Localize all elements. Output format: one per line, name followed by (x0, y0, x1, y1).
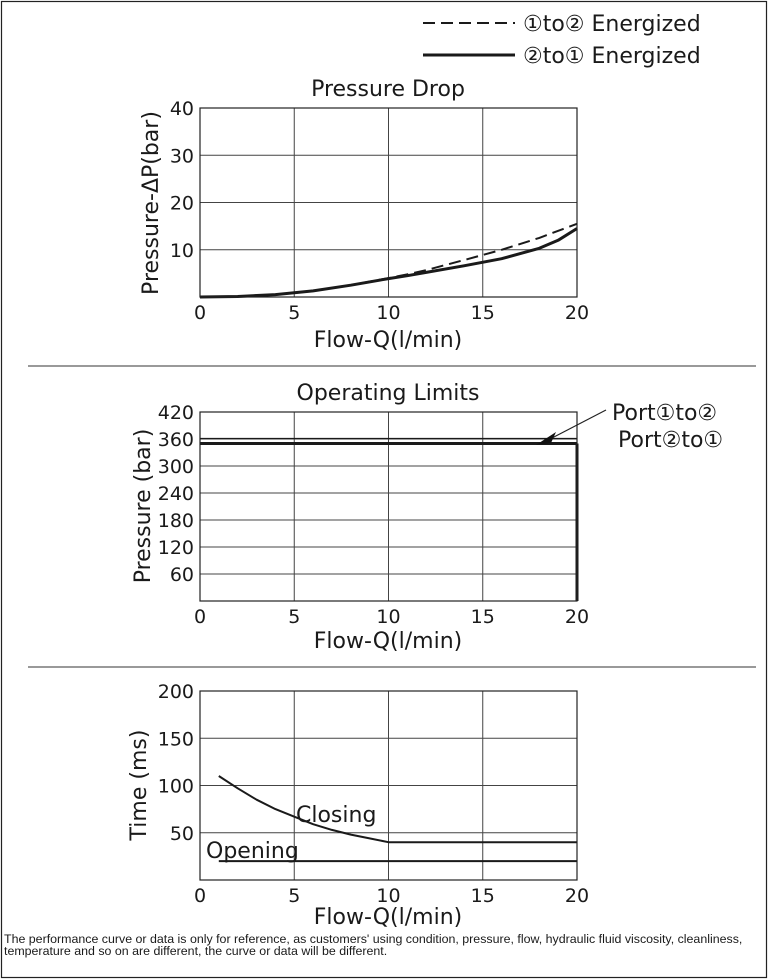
series-group (218, 775, 577, 863)
plot-frame (199, 411, 578, 602)
y-tick-label: 20 (170, 193, 194, 215)
x-tick-label: 0 (194, 606, 206, 628)
y-tick-label: 10 (170, 240, 194, 262)
y-axis-label: Pressure (bar) (131, 429, 156, 584)
x-tick-label: 15 (471, 885, 495, 907)
x-tick-label: 5 (288, 885, 300, 907)
y-tick-label: 420 (158, 402, 194, 424)
annotation-port-2-to-1: Port②to① (618, 428, 723, 453)
series-line-closing (218, 775, 577, 844)
x-tick-label: 20 (565, 302, 589, 324)
y-tick-label: 300 (158, 456, 194, 478)
legend: ①to② Energized ②to① Energized (423, 12, 701, 69)
y-tick-label: 150 (158, 728, 194, 750)
y-axis-label: Pressure-ΔP(bar) (139, 111, 164, 295)
y-tick-label: 120 (158, 537, 194, 559)
chart-title: Operating Limits (297, 381, 480, 406)
legend-dashed-label: ①to② Energized (523, 12, 701, 37)
y-tick-labels: 60 120 180 240 300 360 420 (158, 402, 194, 586)
series-group (199, 222, 578, 299)
callout-arrowhead (536, 432, 556, 445)
x-tick-label: 10 (376, 885, 400, 907)
plot-frame (199, 107, 578, 298)
x-tick-label: 15 (471, 606, 495, 628)
x-tick-labels: 0 5 10 15 20 (194, 302, 589, 324)
y-tick-labels: 50 100 150 200 (158, 681, 194, 845)
operating-limits-chart: Operating Limits 60 120 180 240 300 360 420 0 5… (131, 381, 723, 654)
annotation-port-1-to-2: Port①to② (612, 401, 717, 426)
y-tick-label: 240 (158, 483, 194, 505)
x-tick-label: 0 (194, 302, 206, 324)
x-tick-labels: 0 5 10 15 20 (194, 885, 589, 907)
y-tick-label: 40 (170, 98, 194, 120)
x-tick-labels: 0 5 10 15 20 (194, 606, 589, 628)
x-tick-label: 5 (288, 606, 300, 628)
grid (200, 691, 577, 880)
series-label-opening: Opening (206, 839, 299, 864)
y-tick-label: 200 (158, 681, 194, 703)
y-tick-label: 360 (158, 429, 194, 451)
x-tick-label: 20 (565, 885, 589, 907)
series-line-②to①-energized (199, 227, 578, 299)
y-tick-label: 50 (170, 823, 194, 845)
y-tick-label: 30 (170, 145, 194, 167)
y-tick-label: 60 (170, 564, 194, 586)
x-tick-label: 0 (194, 885, 206, 907)
series-label-closing: Closing (296, 803, 376, 828)
callout-leader (551, 409, 607, 439)
x-axis-label: Flow-Q(l/min) (314, 905, 462, 930)
x-axis-label: Flow-Q(l/min) (314, 328, 462, 353)
chart-title: Pressure Drop (311, 77, 465, 102)
legend-solid-label: ②to① Energized (523, 44, 701, 69)
x-tick-label: 10 (376, 302, 400, 324)
x-tick-label: 15 (471, 302, 495, 324)
response-time-chart: 50 100 150 200 0 5 10 15 20 Time (ms) Flow-Q(l/… (127, 681, 589, 930)
grid (200, 412, 577, 601)
x-tick-label: 5 (288, 302, 300, 324)
x-tick-label: 10 (376, 606, 400, 628)
x-axis-label: Flow-Q(l/min) (314, 629, 462, 654)
grid (200, 108, 577, 297)
y-tick-label: 180 (158, 510, 194, 532)
disclaimer-note: The performance curve or data is only fo… (4, 932, 743, 958)
x-tick-label: 20 (565, 606, 589, 628)
plot-frame (199, 690, 578, 881)
y-axis-label: Time (ms) (127, 730, 152, 842)
pressure-drop-chart: Pressure Drop 10 20 30 40 0 5 10 15 20 Pressure… (139, 77, 589, 353)
y-tick-labels: 10 20 30 40 (170, 98, 194, 262)
y-tick-label: 100 (158, 776, 194, 798)
